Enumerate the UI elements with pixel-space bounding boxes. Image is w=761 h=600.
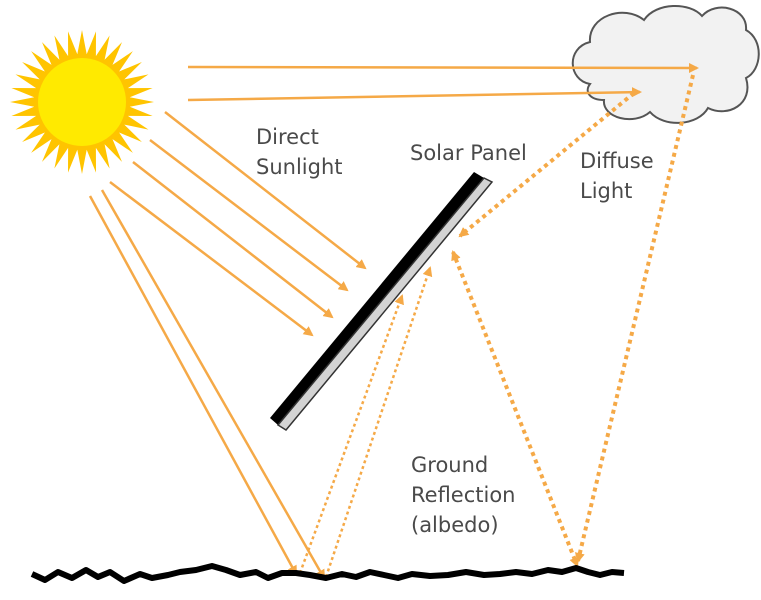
sun-to-cloud-beam <box>187 87 642 102</box>
sun-to-cloud-beam <box>187 62 699 73</box>
ground-reflection-beam <box>298 294 404 574</box>
sun-icon <box>10 30 154 174</box>
diffuse-light-label: Diffuse Light <box>580 146 654 206</box>
ground-reflection-line1: Ground <box>411 453 489 477</box>
direct-sunlight-beam <box>109 181 314 337</box>
ground-reflection-label: Ground Reflection (albedo) <box>411 450 516 540</box>
diffuse-light-line1: Diffuse <box>580 149 654 173</box>
ground-line <box>30 563 625 584</box>
direct-sunlight-line2: Sunlight <box>256 155 343 179</box>
direct-sunlight-label: Direct Sunlight <box>256 122 343 182</box>
ground-reflection-beam <box>324 266 433 578</box>
diffuse-light-line2: Light <box>580 179 633 203</box>
solar-panel-label: Solar Panel <box>410 141 527 165</box>
direct-sunlight-line1: Direct <box>256 125 319 149</box>
diffuse-light-beam <box>574 74 695 563</box>
ground-reflection-line3: (albedo) <box>411 513 499 537</box>
direct-sunlight-beam <box>149 139 349 292</box>
direct-sunlight-beam <box>164 111 367 270</box>
diffuse-light-beam <box>458 91 636 238</box>
ground-reflection-line2: Reflection <box>411 483 516 507</box>
cloud-icon <box>571 4 760 124</box>
direct-sunlight-beam <box>132 161 334 319</box>
sun-to-ground-beam <box>88 195 298 576</box>
sun-to-ground-beam <box>100 189 326 580</box>
solar-panel <box>270 172 494 431</box>
